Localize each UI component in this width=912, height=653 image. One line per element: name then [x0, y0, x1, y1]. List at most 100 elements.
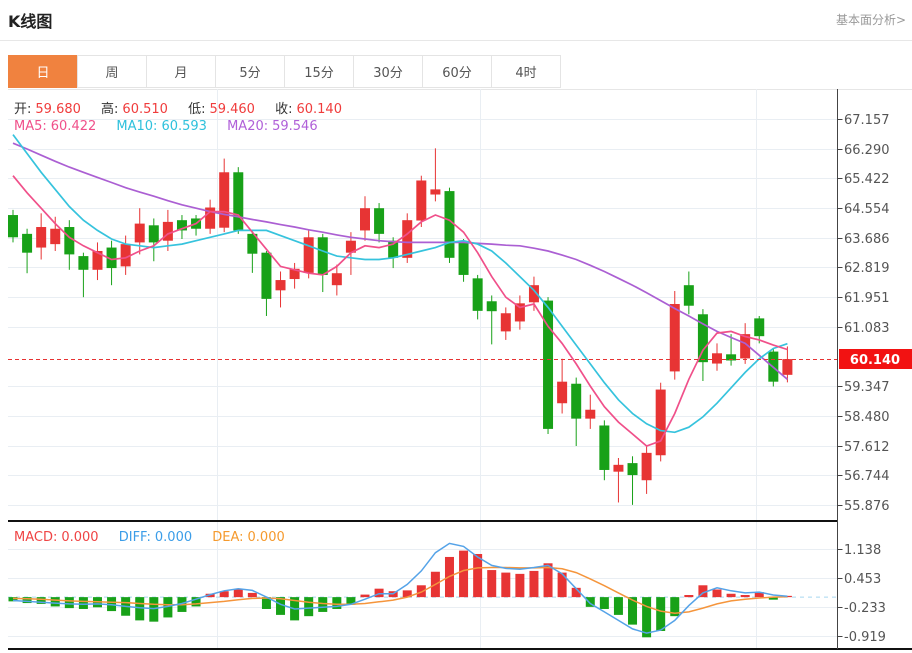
- candle-body: [120, 244, 131, 267]
- dea-line: [12, 566, 788, 614]
- tab-60min[interactable]: 60分: [422, 55, 492, 88]
- candle-body: [233, 172, 244, 231]
- candle-body: [275, 280, 286, 291]
- macd-bar: [402, 590, 412, 598]
- macd-bar: [529, 570, 539, 598]
- candle-body: [261, 252, 272, 299]
- y-axis-label: 61.083: [844, 321, 890, 336]
- y-axis-label: 57.612: [844, 440, 890, 455]
- macd-axis-label: 1.138: [844, 543, 881, 558]
- candle-body: [543, 300, 554, 429]
- candle-body: [64, 227, 75, 255]
- candle-body: [444, 191, 455, 258]
- dea-label: DEA:: [212, 530, 244, 545]
- open-label: 开:: [14, 102, 32, 117]
- macd-readout: MACD: 0.000 DIFF: 0.000 DEA: 0.000: [14, 530, 289, 545]
- macd-bar: [233, 589, 243, 598]
- candle-body: [317, 237, 328, 275]
- macd-bar: [64, 597, 74, 609]
- candle-body: [514, 303, 525, 322]
- macd-bar: [247, 592, 257, 598]
- macd-bar: [656, 597, 666, 631]
- candle-body: [331, 273, 342, 286]
- candle-body: [613, 464, 624, 472]
- tab-5min[interactable]: 5分: [215, 55, 285, 88]
- macd-bar: [543, 563, 553, 598]
- macd-bar: [571, 587, 581, 598]
- macd-bar: [135, 597, 145, 621]
- candle-body: [148, 225, 159, 243]
- diff-label: DIFF:: [118, 530, 151, 545]
- macd-bar: [346, 597, 356, 605]
- y-axis-label: 59.347: [844, 380, 890, 395]
- macd-bar: [684, 595, 694, 598]
- y-axis-label: 56.744: [844, 469, 890, 484]
- y-axis-label: 61.951: [844, 291, 890, 306]
- candle-body: [134, 223, 145, 243]
- candle-body: [219, 172, 230, 228]
- tab-month[interactable]: 月: [146, 55, 216, 88]
- ma10-line: [12, 134, 788, 434]
- macd-bar: [712, 589, 722, 598]
- macd-bar: [36, 597, 46, 604]
- y-axis-label: 65.422: [844, 172, 890, 187]
- macd-bar: [78, 597, 88, 609]
- candle-body: [571, 383, 582, 419]
- candle-body: [416, 180, 427, 221]
- y-axis-label: 64.554: [844, 202, 890, 217]
- candle-body: [176, 220, 187, 231]
- candle-body: [92, 250, 103, 270]
- macd-bar: [698, 585, 708, 598]
- y-axis: 67.157 66.290 65.422 64.554 63.686 62.819 61.9…: [837, 113, 890, 645]
- current-price-badge: [839, 349, 912, 369]
- tab-30min[interactable]: 30分: [353, 55, 423, 88]
- candle-body: [726, 354, 737, 361]
- macd-bar: [261, 597, 271, 609]
- candle-body: [78, 256, 89, 270]
- low-value: 59.460: [209, 102, 255, 117]
- macd-bar: [726, 593, 736, 598]
- macd-bar: [585, 597, 595, 607]
- fundamental-analysis-link[interactable]: 基本面分析>: [835, 13, 906, 27]
- low-label: 低:: [188, 102, 206, 117]
- macd-bar: [754, 592, 764, 598]
- candle-body: [669, 304, 680, 372]
- candle-body: [106, 247, 117, 269]
- tab-15min[interactable]: 15分: [284, 55, 354, 88]
- tab-week[interactable]: 周: [77, 55, 147, 88]
- macd-bar: [557, 572, 567, 598]
- candle-body: [345, 240, 356, 253]
- macd-bar: [599, 597, 609, 609]
- macd-bar: [459, 550, 469, 598]
- candle-body: [627, 463, 638, 476]
- macd-bar: [8, 597, 18, 602]
- y-axis-label: 55.876: [844, 499, 890, 514]
- candle-body: [585, 409, 596, 419]
- candle-body: [528, 285, 539, 303]
- macd-bar: [304, 597, 314, 617]
- macd-bar: [740, 595, 750, 598]
- macd-axis-label: -0.233: [844, 601, 886, 616]
- tab-day[interactable]: 日: [8, 55, 78, 88]
- candle-body: [360, 208, 370, 231]
- candle-body: [599, 425, 610, 470]
- candle-body: [303, 237, 314, 273]
- macd-bar: [318, 597, 328, 612]
- candle-body: [430, 189, 441, 195]
- tab-4hour[interactable]: 4时: [491, 55, 561, 88]
- macd-bar: [515, 573, 525, 598]
- candlestick-series: [8, 148, 793, 505]
- macd-bar: [782, 595, 792, 598]
- macd-value: 0.000: [61, 530, 99, 545]
- macd-bar: [670, 597, 680, 617]
- candle-body: [486, 301, 497, 312]
- current-price-badge-text: 60.140: [850, 353, 900, 368]
- main-chart-area[interactable]: [8, 89, 837, 521]
- ma10-value: 60.593: [161, 119, 207, 134]
- ma20-value: 59.546: [272, 119, 318, 134]
- candle-body: [782, 359, 793, 375]
- macd-bar: [628, 597, 638, 625]
- macd-bar: [191, 597, 201, 607]
- header-divider: [0, 40, 912, 41]
